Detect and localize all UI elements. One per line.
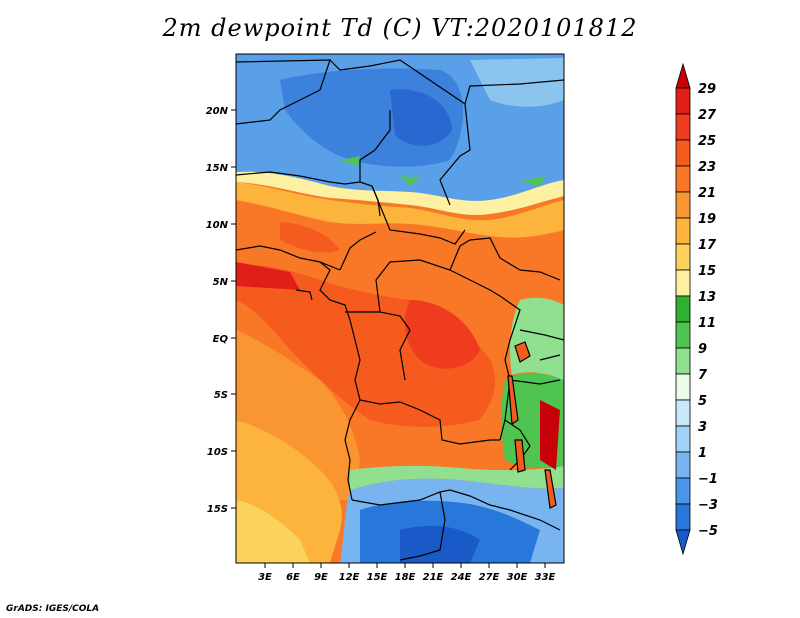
lat-label: 5N xyxy=(213,277,229,288)
colorbar-label: 5 xyxy=(698,394,707,409)
lon-label: 24E xyxy=(451,572,472,583)
lakes xyxy=(507,341,557,509)
lon-ticks xyxy=(264,563,546,568)
colorbar-label: 7 xyxy=(698,368,708,383)
grads-credit: GrADS: IGES/COLA xyxy=(6,604,100,614)
colorbar-label: 19 xyxy=(698,212,716,227)
colorbar-label: 23 xyxy=(698,160,716,175)
colorbar: 29 27 25 23 21 19 17 15 13 11 9 7 5 3 1 −1 −3 −5 xyxy=(675,62,718,556)
lat-label: 10S xyxy=(207,447,228,458)
colorbar-swatch xyxy=(675,165,691,193)
country-borders xyxy=(236,59,564,561)
colorbar-label: 27 xyxy=(698,108,717,123)
colorbar-label: 13 xyxy=(698,290,716,305)
colorbar-swatch xyxy=(675,503,691,531)
colorbar-swatch xyxy=(675,113,691,141)
lat-label: 10N xyxy=(206,220,229,231)
colorbar-swatch xyxy=(675,243,691,271)
colorbar-swatch xyxy=(675,191,691,219)
lat-label: 5S xyxy=(214,390,228,401)
colorbar-swatch xyxy=(675,347,691,375)
colorbar-top-arrow xyxy=(675,62,691,89)
lon-label: 9E xyxy=(314,572,328,583)
colorbar-swatch xyxy=(675,477,691,505)
lat-label: 15S xyxy=(207,504,228,515)
lon-label: 3E xyxy=(258,572,272,583)
colorbar-label: −5 xyxy=(698,524,718,539)
colorbar-swatch xyxy=(675,399,691,427)
colorbar-label: −3 xyxy=(698,498,718,513)
lon-label: 21E xyxy=(423,572,444,583)
lon-label: 27E xyxy=(479,572,500,583)
colorbar-swatch xyxy=(675,451,691,479)
lat-ticks xyxy=(231,109,236,509)
colorbar-swatch xyxy=(675,425,691,453)
lon-label: 30E xyxy=(507,572,528,583)
colorbar-swatch xyxy=(675,373,691,401)
lon-label: 15E xyxy=(367,572,388,583)
colorbar-swatch xyxy=(675,217,691,245)
colorbar-label: −1 xyxy=(698,472,718,487)
colorbar-label: 9 xyxy=(698,342,707,357)
map-frame xyxy=(235,53,565,564)
colorbar-label: 1 xyxy=(698,446,707,461)
chart-title: 2m dewpoint Td (C) VT:2020101812 xyxy=(162,14,638,42)
colorbar-label: 15 xyxy=(698,264,716,279)
lon-label: 12E xyxy=(339,572,360,583)
lon-label: 33E xyxy=(535,572,556,583)
colorbar-label: 11 xyxy=(698,316,716,331)
map-field xyxy=(236,54,564,563)
lon-label: 6E xyxy=(286,572,300,583)
lon-label: 18E xyxy=(395,572,416,583)
lat-label: EQ xyxy=(213,334,229,345)
colorbar-swatch xyxy=(675,321,691,349)
lat-label: 15N xyxy=(206,163,229,174)
colorbar-swatch xyxy=(675,295,691,323)
colorbar-bottom-arrow xyxy=(675,529,691,556)
colorbar-label: 3 xyxy=(698,420,707,435)
lat-label: 20N xyxy=(206,106,229,117)
colorbar-swatch xyxy=(675,269,691,297)
colorbar-label: 29 xyxy=(698,82,716,97)
colorbar-label: 21 xyxy=(698,186,716,201)
colorbar-label: 17 xyxy=(698,238,717,253)
colorbar-swatch xyxy=(675,139,691,167)
colorbar-swatch xyxy=(675,87,691,115)
colorbar-label: 25 xyxy=(698,134,716,149)
